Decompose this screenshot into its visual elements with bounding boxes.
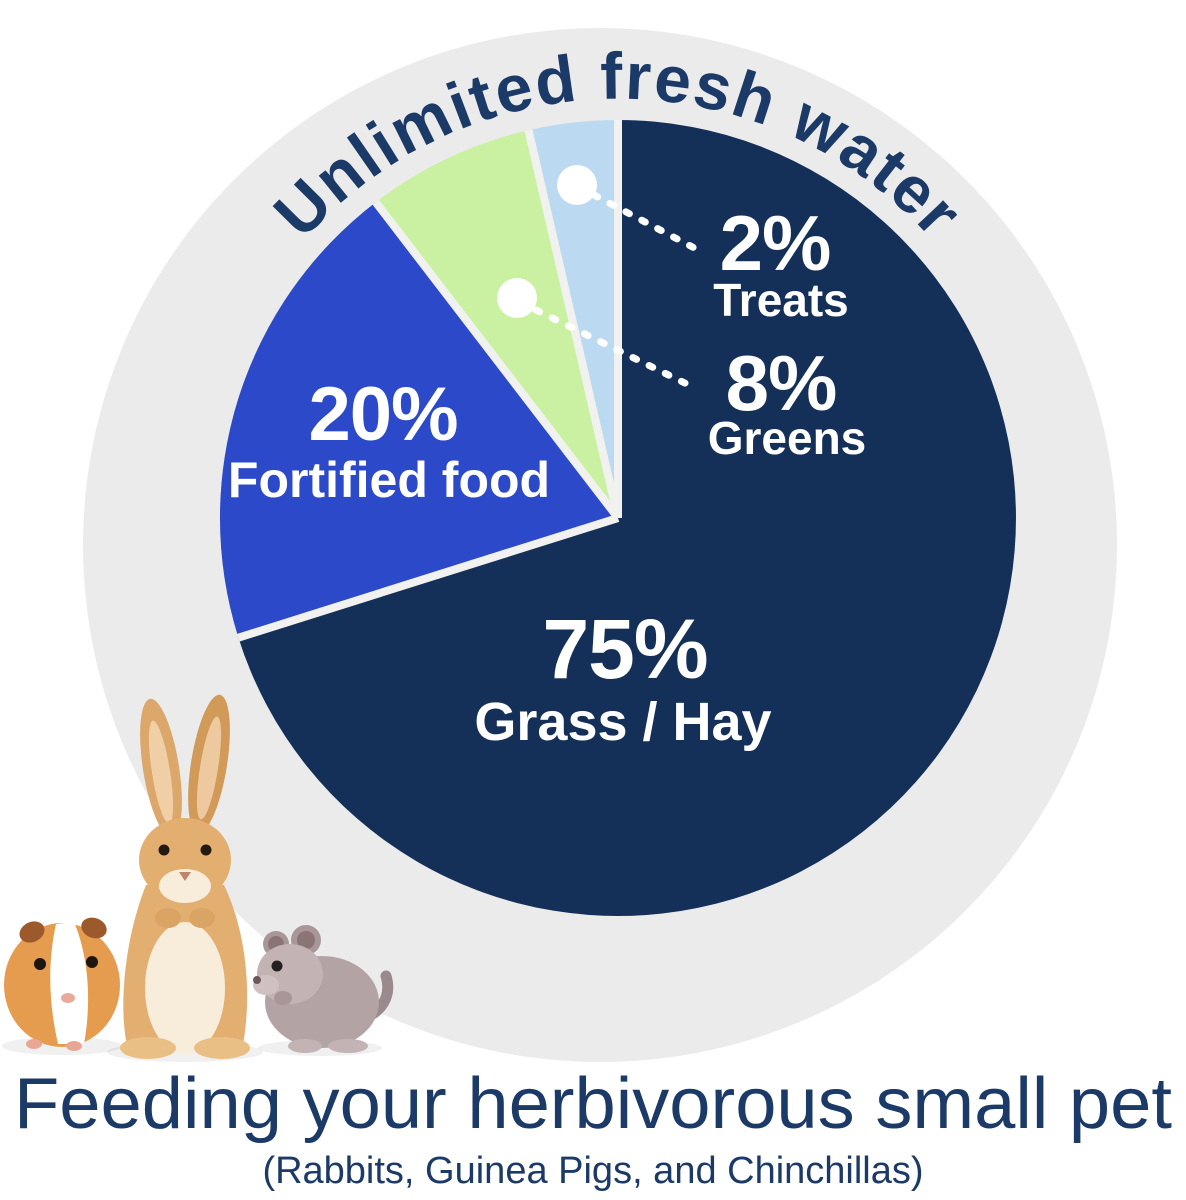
rabbit-photo [120, 694, 250, 1059]
page-subtitle: (Rabbits, Guinea Pigs, and Chinchillas) [262, 1150, 923, 1192]
slice-separator [237, 514, 620, 642]
grass-hay-percent: 75% [542, 602, 707, 696]
pie-slice-greens [375, 130, 618, 518]
page-title: Feeding your herbivorous small pet [14, 1064, 1172, 1144]
slice-separator [524, 129, 622, 519]
treats-callout-dot [557, 165, 597, 205]
greens-leader-line [532, 306, 701, 393]
slice-separators [237, 120, 622, 642]
pie-slice-grass-hay [238, 120, 1016, 916]
greens-callout-dot [497, 278, 537, 318]
animal-photos [2, 694, 394, 1062]
slice-labels: 75% Grass / Hay 20% Fortified food 2% Tr… [228, 199, 866, 752]
greens-label: Greens [708, 412, 867, 464]
greens-percent: 8% [726, 339, 837, 427]
fortified-food-percent: 20% [308, 372, 457, 457]
chinchilla-photo [253, 925, 394, 1053]
treats-leader-line [590, 191, 704, 255]
grass-hay-label: Grass / Hay [474, 692, 771, 752]
slice-separator [372, 199, 622, 521]
guinea-pig-photo [4, 917, 120, 1051]
callouts [497, 165, 704, 393]
pie-slice-fortified-food [219, 202, 618, 638]
treats-label: Treats [713, 274, 849, 326]
fortified-food-label: Fortified food [228, 452, 550, 508]
treats-percent: 2% [720, 199, 831, 287]
